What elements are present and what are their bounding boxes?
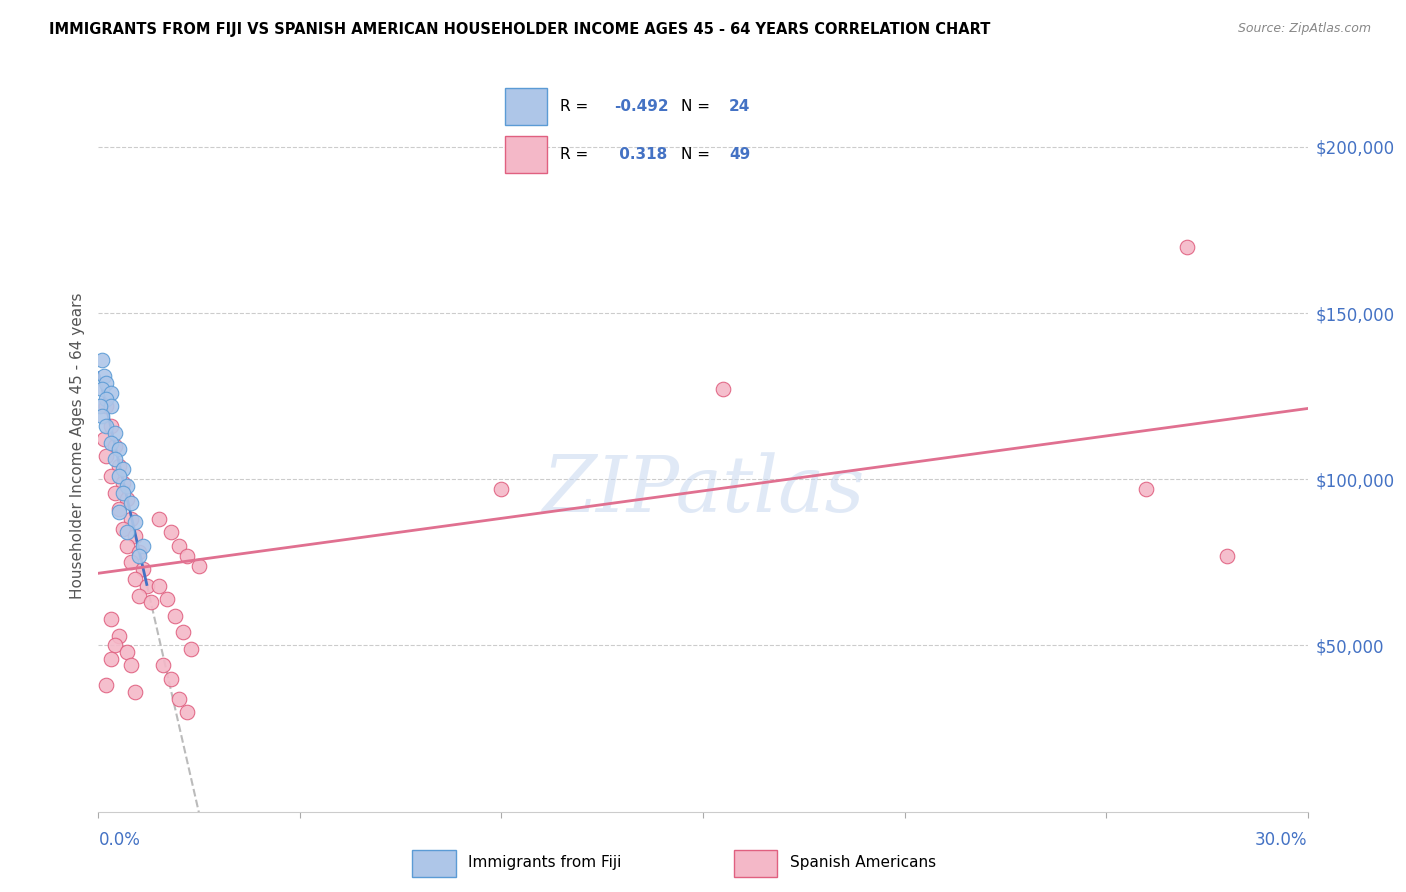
Point bbox=[188, 558, 211, 573]
Point bbox=[135, 579, 157, 593]
Text: 30.0%: 30.0% bbox=[1256, 830, 1308, 848]
Point bbox=[96, 419, 118, 434]
FancyBboxPatch shape bbox=[505, 88, 547, 126]
Point bbox=[124, 685, 146, 699]
Point bbox=[132, 539, 155, 553]
Point bbox=[100, 435, 122, 450]
Point bbox=[107, 442, 129, 457]
Point bbox=[91, 383, 114, 397]
Point bbox=[103, 639, 125, 653]
Text: ZIPatlas: ZIPatlas bbox=[541, 451, 865, 528]
Point bbox=[111, 522, 134, 536]
Point bbox=[111, 475, 134, 490]
Point bbox=[124, 572, 146, 586]
Point bbox=[103, 452, 125, 467]
Point bbox=[128, 549, 150, 563]
Text: Spanish Americans: Spanish Americans bbox=[790, 855, 936, 870]
Text: R =: R = bbox=[560, 99, 593, 114]
FancyBboxPatch shape bbox=[412, 850, 456, 877]
Point bbox=[148, 512, 170, 526]
Point bbox=[120, 495, 142, 509]
Point bbox=[107, 628, 129, 642]
Point bbox=[100, 385, 122, 400]
Text: 24: 24 bbox=[728, 99, 751, 114]
Point bbox=[139, 595, 162, 609]
Point bbox=[120, 658, 142, 673]
Point bbox=[96, 392, 118, 407]
Point bbox=[1135, 482, 1157, 496]
Point bbox=[107, 506, 129, 520]
Text: 0.0%: 0.0% bbox=[98, 830, 141, 848]
Point bbox=[172, 625, 194, 640]
Point bbox=[91, 409, 114, 423]
FancyBboxPatch shape bbox=[734, 850, 778, 877]
Point bbox=[89, 399, 111, 413]
Text: N =: N = bbox=[681, 146, 714, 161]
Point bbox=[115, 645, 138, 659]
Point bbox=[160, 672, 183, 686]
Point bbox=[167, 539, 190, 553]
Point bbox=[107, 502, 129, 516]
Point bbox=[96, 399, 118, 413]
Point bbox=[120, 555, 142, 569]
Point bbox=[107, 469, 129, 483]
Point bbox=[96, 376, 118, 390]
Point bbox=[111, 485, 134, 500]
Point bbox=[100, 419, 122, 434]
Point bbox=[111, 462, 134, 476]
Point bbox=[115, 479, 138, 493]
Point bbox=[132, 562, 155, 576]
Point bbox=[160, 525, 183, 540]
Point bbox=[96, 678, 118, 692]
Point bbox=[91, 352, 114, 367]
Point bbox=[176, 549, 198, 563]
Point bbox=[491, 482, 513, 496]
Point bbox=[115, 539, 138, 553]
Point bbox=[103, 439, 125, 453]
Text: 49: 49 bbox=[728, 146, 751, 161]
Point bbox=[93, 369, 115, 384]
Point bbox=[176, 705, 198, 719]
Point bbox=[1216, 549, 1239, 563]
Point bbox=[180, 641, 202, 656]
Point bbox=[1175, 239, 1198, 253]
Point bbox=[711, 383, 734, 397]
Point bbox=[115, 525, 138, 540]
Point bbox=[124, 516, 146, 530]
Point bbox=[103, 425, 125, 440]
Point bbox=[156, 591, 179, 606]
FancyBboxPatch shape bbox=[505, 136, 547, 173]
Text: 0.318: 0.318 bbox=[614, 146, 668, 161]
Y-axis label: Householder Income Ages 45 - 64 years: Householder Income Ages 45 - 64 years bbox=[69, 293, 84, 599]
Point bbox=[103, 485, 125, 500]
Text: -0.492: -0.492 bbox=[614, 99, 669, 114]
Text: Source: ZipAtlas.com: Source: ZipAtlas.com bbox=[1237, 22, 1371, 36]
Point bbox=[163, 608, 186, 623]
Point bbox=[120, 512, 142, 526]
Point bbox=[100, 652, 122, 666]
Point bbox=[167, 691, 190, 706]
Text: R =: R = bbox=[560, 146, 593, 161]
Point bbox=[96, 449, 118, 463]
Point bbox=[128, 545, 150, 559]
Point bbox=[100, 469, 122, 483]
Text: IMMIGRANTS FROM FIJI VS SPANISH AMERICAN HOUSEHOLDER INCOME AGES 45 - 64 YEARS C: IMMIGRANTS FROM FIJI VS SPANISH AMERICAN… bbox=[49, 22, 991, 37]
Point bbox=[148, 579, 170, 593]
Point bbox=[152, 658, 174, 673]
Point bbox=[107, 458, 129, 473]
Point bbox=[93, 433, 115, 447]
Text: Immigrants from Fiji: Immigrants from Fiji bbox=[468, 855, 621, 870]
Point bbox=[115, 492, 138, 507]
Point bbox=[100, 612, 122, 626]
Point bbox=[100, 399, 122, 413]
Point bbox=[128, 589, 150, 603]
Text: N =: N = bbox=[681, 99, 714, 114]
Point bbox=[124, 529, 146, 543]
